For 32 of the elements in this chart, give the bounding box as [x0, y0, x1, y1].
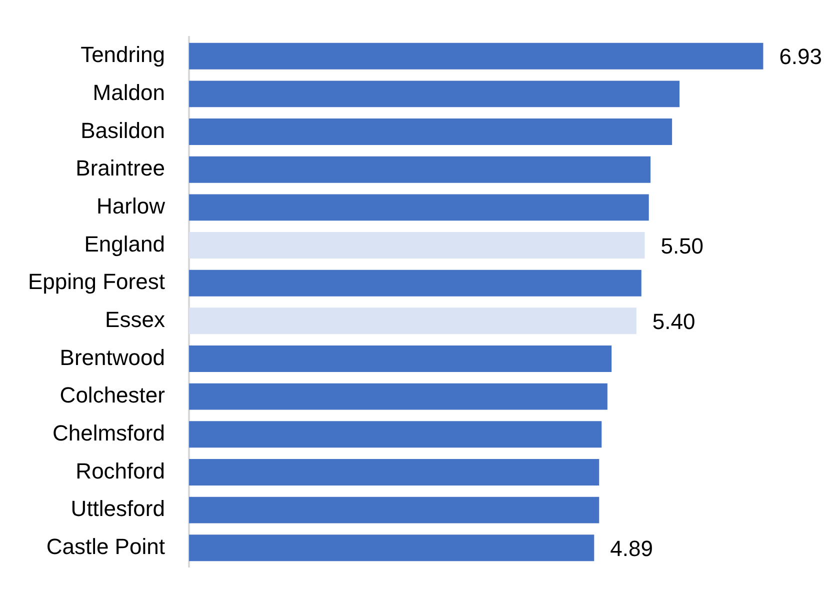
- y-tick-label: Brentwood: [60, 344, 165, 370]
- y-tick-label: Basildon: [80, 118, 165, 143]
- data-label: 5.40: [652, 308, 696, 334]
- bar: [188, 80, 680, 108]
- bar: [188, 458, 600, 486]
- y-tick-label: Tendring: [80, 42, 165, 68]
- y-tick-label: Chelmsford: [52, 420, 165, 446]
- bar: [188, 156, 651, 183]
- bar: [188, 194, 649, 221]
- y-tick-label: Epping Forest: [28, 269, 165, 294]
- bar: [188, 496, 600, 524]
- bar: [188, 118, 672, 146]
- bar: [188, 421, 602, 448]
- y-tick-label: Uttlesford: [70, 496, 165, 522]
- y-tick-label: England: [84, 231, 165, 256]
- data-label: 4.89: [610, 536, 653, 561]
- y-tick-label: Castle Point: [46, 534, 165, 559]
- bar: [188, 270, 642, 296]
- bar: [188, 42, 764, 70]
- data-label: 5.50: [660, 233, 704, 258]
- bar: [188, 346, 612, 372]
- data-label: 6.93: [779, 44, 822, 70]
- bar: [188, 383, 608, 410]
- y-tick-label: Colchester: [60, 382, 165, 408]
- y-tick-label: Maldon: [92, 80, 165, 106]
- y-tick-label: Braintree: [76, 156, 165, 181]
- y-tick-label: Rochford: [76, 458, 165, 484]
- bar: [188, 534, 594, 562]
- y-tick-label: Harlow: [96, 193, 166, 218]
- y-tick-label: Essex: [105, 306, 165, 332]
- bar: [188, 232, 645, 258]
- bar: [188, 308, 636, 334]
